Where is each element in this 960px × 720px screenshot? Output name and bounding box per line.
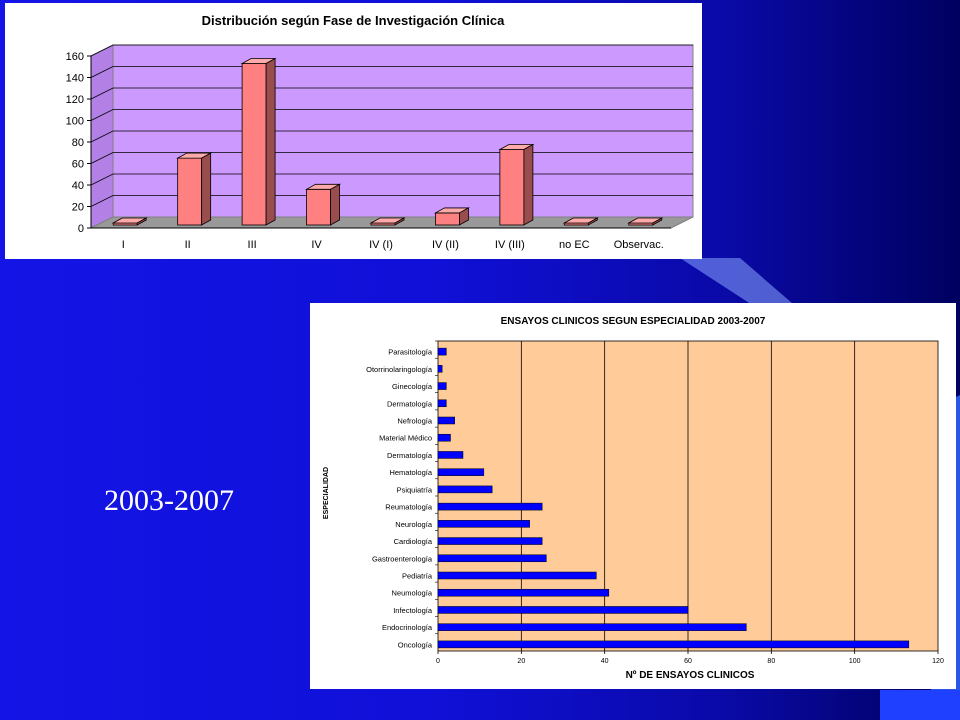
x-tick-label: 0 [436,658,440,665]
y-tick-label: 40 [72,180,84,192]
bar [306,188,331,226]
slide-period-label: 2003-2007 [104,484,234,517]
x-tick-label: no EC [559,239,590,251]
bar [437,571,597,580]
category-label: Otorrinolaringología [366,365,433,374]
bar-side [523,143,534,226]
x-tick-label: 80 [767,658,775,665]
y-tick-label: 60 [72,159,84,171]
x-tick-label: IV (II) [432,239,459,251]
bar [437,399,447,408]
x-tick-label: II [185,239,191,251]
bar [177,157,203,226]
y-tick-label: 100 [66,116,84,128]
category-label: Oncología [398,640,433,649]
x-tick-label: I [122,239,125,251]
bar [437,347,447,356]
category-label: Cardiología [394,537,433,546]
bar [437,554,547,563]
phase-chart-panel: Distribución según Fase de Investigación… [5,3,702,259]
y-tick-label: 120 [66,94,84,106]
specialty-chart-panel: ENSAYOS CLINICOS SEGUN ESPECIALIDAD 2003… [310,303,956,689]
x-tick-label: 20 [517,658,525,665]
category-label: Dermatología [387,399,433,408]
category-label: Hematología [389,468,432,477]
category-label: Material Médico [379,434,432,443]
gridline [90,87,693,100]
bar [437,606,689,614]
bar [437,451,464,459]
y-tick-label: 0 [78,223,84,235]
y-tick-label: 140 [66,73,84,85]
category-label: Pediatría [402,572,433,581]
x-tick-label: III [248,239,257,251]
y-tick-label: 160 [66,51,84,63]
specialty-chart: ENSAYOS CLINICOS SEGUN ESPECIALIDAD 2003… [323,316,944,681]
bar [437,365,443,373]
bar [437,588,610,597]
category-label: Dermatología [387,451,433,460]
bar [437,382,447,390]
category-label: Gastroenterología [372,554,433,563]
category-label: Infectología [393,606,433,615]
x-tick-label: 60 [684,658,692,665]
x-tick-label: 120 [932,658,944,665]
bar [241,63,267,226]
bar [437,502,543,511]
bar-side [330,183,340,226]
bar [437,433,451,442]
bar [437,640,910,649]
x-tick-label: 40 [601,658,609,665]
x-tick-label: IV (III) [495,239,525,251]
chart-title: Distribución según Fase de Investigación… [202,13,505,28]
y-tick-label: 80 [72,137,84,149]
decor-corner [880,690,960,720]
x-tick-label: Observac. [614,239,664,251]
gridline [90,44,693,57]
category-label: Psiquiatría [397,485,433,494]
x-tick-label: IV (I) [369,239,393,251]
x-tick-label: 100 [849,658,861,665]
gridline [90,66,693,78]
bar-side [265,57,276,226]
gridline [90,130,693,143]
category-label: Parasitología [388,348,433,357]
category-label: Nefrología [397,417,432,426]
category-label: Ginecología [392,382,433,391]
bar [437,416,455,425]
category-label: Reumatología [385,503,433,512]
chart-title: ENSAYOS CLINICOS SEGUN ESPECIALIDAD 2003… [501,316,766,327]
category-label: Neumología [392,589,433,598]
bar [437,468,485,476]
decor-stripe [680,258,800,310]
bar [437,537,543,545]
y-tick-label: 20 [72,202,84,214]
bar-side [652,217,663,226]
bar [437,520,530,528]
bar [499,149,525,226]
bar [437,485,493,494]
bar [437,623,747,631]
category-label: Endocrinología [382,623,433,632]
bar-side [136,217,147,226]
bar-side [394,217,405,226]
bar-side [587,217,598,226]
x-axis-label: Nº DE ENSAYOS CLINICOS [626,670,755,681]
bar-side [459,207,469,226]
bar-side [201,152,212,226]
category-label: Neurología [395,520,433,529]
x-tick-label: IV [311,239,322,251]
gridline [90,109,693,121]
bar [435,212,460,226]
phase-chart: Distribución según Fase de Investigación… [66,13,694,251]
y-axis-label: ESPECIALIDAD [323,467,330,519]
